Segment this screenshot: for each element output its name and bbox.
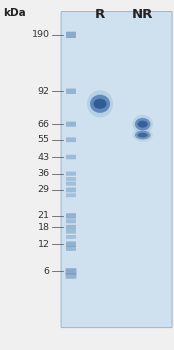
Text: 6: 6 xyxy=(44,267,50,276)
FancyBboxPatch shape xyxy=(66,188,76,192)
FancyBboxPatch shape xyxy=(61,12,172,328)
Text: 43: 43 xyxy=(37,153,50,162)
Text: 55: 55 xyxy=(38,135,50,144)
FancyBboxPatch shape xyxy=(66,268,76,274)
Text: 18: 18 xyxy=(38,223,50,232)
FancyBboxPatch shape xyxy=(66,241,76,247)
FancyBboxPatch shape xyxy=(66,246,76,251)
Ellipse shape xyxy=(138,121,148,128)
Ellipse shape xyxy=(132,128,153,142)
Text: 66: 66 xyxy=(38,120,50,129)
Text: 12: 12 xyxy=(38,240,50,248)
FancyBboxPatch shape xyxy=(66,225,76,230)
Ellipse shape xyxy=(135,118,151,131)
Ellipse shape xyxy=(94,99,106,109)
FancyBboxPatch shape xyxy=(66,32,76,38)
Ellipse shape xyxy=(132,115,153,134)
FancyBboxPatch shape xyxy=(66,138,76,142)
Text: 36: 36 xyxy=(37,169,50,178)
Ellipse shape xyxy=(138,133,148,138)
FancyBboxPatch shape xyxy=(66,121,76,127)
FancyBboxPatch shape xyxy=(66,219,76,223)
Text: R: R xyxy=(95,8,105,21)
FancyBboxPatch shape xyxy=(66,155,76,159)
Ellipse shape xyxy=(90,95,110,113)
FancyBboxPatch shape xyxy=(66,89,76,94)
FancyBboxPatch shape xyxy=(66,213,76,219)
Text: 29: 29 xyxy=(38,186,50,195)
FancyBboxPatch shape xyxy=(66,235,76,239)
Text: 92: 92 xyxy=(38,87,50,96)
FancyBboxPatch shape xyxy=(66,193,76,197)
Ellipse shape xyxy=(135,131,151,140)
FancyBboxPatch shape xyxy=(66,182,76,186)
Text: NR: NR xyxy=(132,8,153,21)
Text: 190: 190 xyxy=(32,30,50,40)
Text: 21: 21 xyxy=(38,211,50,220)
FancyBboxPatch shape xyxy=(66,177,76,181)
Ellipse shape xyxy=(87,90,113,117)
FancyBboxPatch shape xyxy=(66,230,76,234)
FancyBboxPatch shape xyxy=(66,172,76,176)
Text: kDa: kDa xyxy=(3,8,26,19)
FancyBboxPatch shape xyxy=(66,273,76,279)
